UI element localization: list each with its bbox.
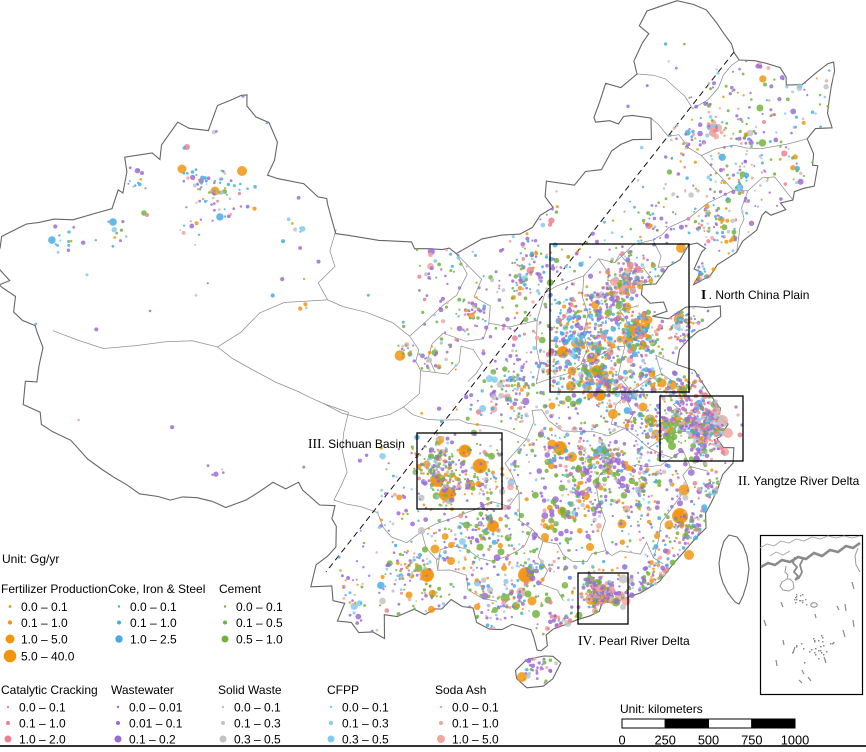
svg-text:0.0 – 0.1: 0.0 – 0.1	[452, 701, 499, 715]
svg-text:500: 500	[698, 733, 719, 748]
svg-text:0.3 – 0.5: 0.3 – 0.5	[342, 733, 389, 747]
svg-text:Cement: Cement	[219, 582, 262, 596]
svg-text:Coke, Iron & Steel: Coke, Iron & Steel	[108, 582, 205, 596]
svg-text:II. Yangtze River Delta: II. Yangtze River Delta	[738, 473, 860, 488]
svg-text:1000: 1000	[781, 733, 809, 748]
svg-text:250: 250	[655, 733, 676, 748]
svg-text:I . North China Plain: I . North China Plain	[701, 287, 809, 302]
svg-text:0.0 – 0.1: 0.0 – 0.1	[21, 600, 68, 614]
svg-text:Solid Waste: Solid Waste	[218, 683, 282, 697]
svg-text:0.0 – 0.1: 0.0 – 0.1	[342, 701, 389, 715]
svg-text:Unit: kilometers: Unit: kilometers	[620, 702, 703, 716]
svg-text:CFPP: CFPP	[327, 683, 359, 697]
svg-text:0.0 – 0.1: 0.0 – 0.1	[130, 600, 177, 614]
svg-text:1.0 – 2.5: 1.0 – 2.5	[130, 633, 177, 647]
svg-text:0: 0	[618, 733, 625, 748]
svg-text:0.1 – 0.3: 0.1 – 0.3	[342, 717, 389, 731]
svg-text:0.1 – 1.0: 0.1 – 1.0	[21, 616, 68, 630]
svg-text:1.0 – 5.0: 1.0 – 5.0	[452, 733, 499, 747]
svg-text:Soda Ash: Soda Ash	[435, 683, 486, 697]
svg-text:0.1 – 1.0: 0.1 – 1.0	[19, 717, 66, 731]
svg-text:1.0 – 2.0: 1.0 – 2.0	[19, 733, 66, 747]
svg-text:1.0 – 5.0: 1.0 – 5.0	[21, 633, 68, 647]
svg-text:0.1 – 0.3: 0.1 – 0.3	[234, 717, 281, 731]
svg-text:0.1 – 0.2: 0.1 – 0.2	[129, 733, 176, 747]
svg-text:0.0 – 0.01: 0.0 – 0.01	[129, 701, 183, 715]
svg-text:IV. Pearl River Delta: IV. Pearl River Delta	[578, 633, 690, 648]
svg-text:5.0 – 40.0: 5.0 – 40.0	[21, 650, 75, 664]
svg-text:III. Sichuan Basin: III. Sichuan Basin	[308, 436, 405, 451]
svg-text:0.0 – 0.1: 0.0 – 0.1	[234, 701, 281, 715]
svg-text:0.5 – 1.0: 0.5 – 1.0	[236, 633, 283, 647]
svg-text:0.0 – 0.1: 0.0 – 0.1	[19, 701, 66, 715]
svg-text:Wastewater: Wastewater	[111, 683, 174, 697]
svg-text:0.3 – 0.5: 0.3 – 0.5	[234, 733, 281, 747]
svg-text:0.1 – 1.0: 0.1 – 1.0	[130, 616, 177, 630]
svg-text:750: 750	[741, 733, 762, 748]
svg-text:Fertilizer Production: Fertilizer Production	[1, 582, 108, 596]
svg-text:0.1 – 0.5: 0.1 – 0.5	[236, 616, 283, 630]
svg-text:0.1 – 1.0: 0.1 – 1.0	[452, 717, 499, 731]
svg-text:0.01 – 0.1: 0.01 – 0.1	[129, 717, 183, 731]
svg-text:Catalytic Cracking: Catalytic Cracking	[1, 683, 98, 697]
svg-text:Unit: Gg/yr: Unit: Gg/yr	[2, 552, 59, 566]
svg-text:0.0 – 0.1: 0.0 – 0.1	[236, 600, 283, 614]
